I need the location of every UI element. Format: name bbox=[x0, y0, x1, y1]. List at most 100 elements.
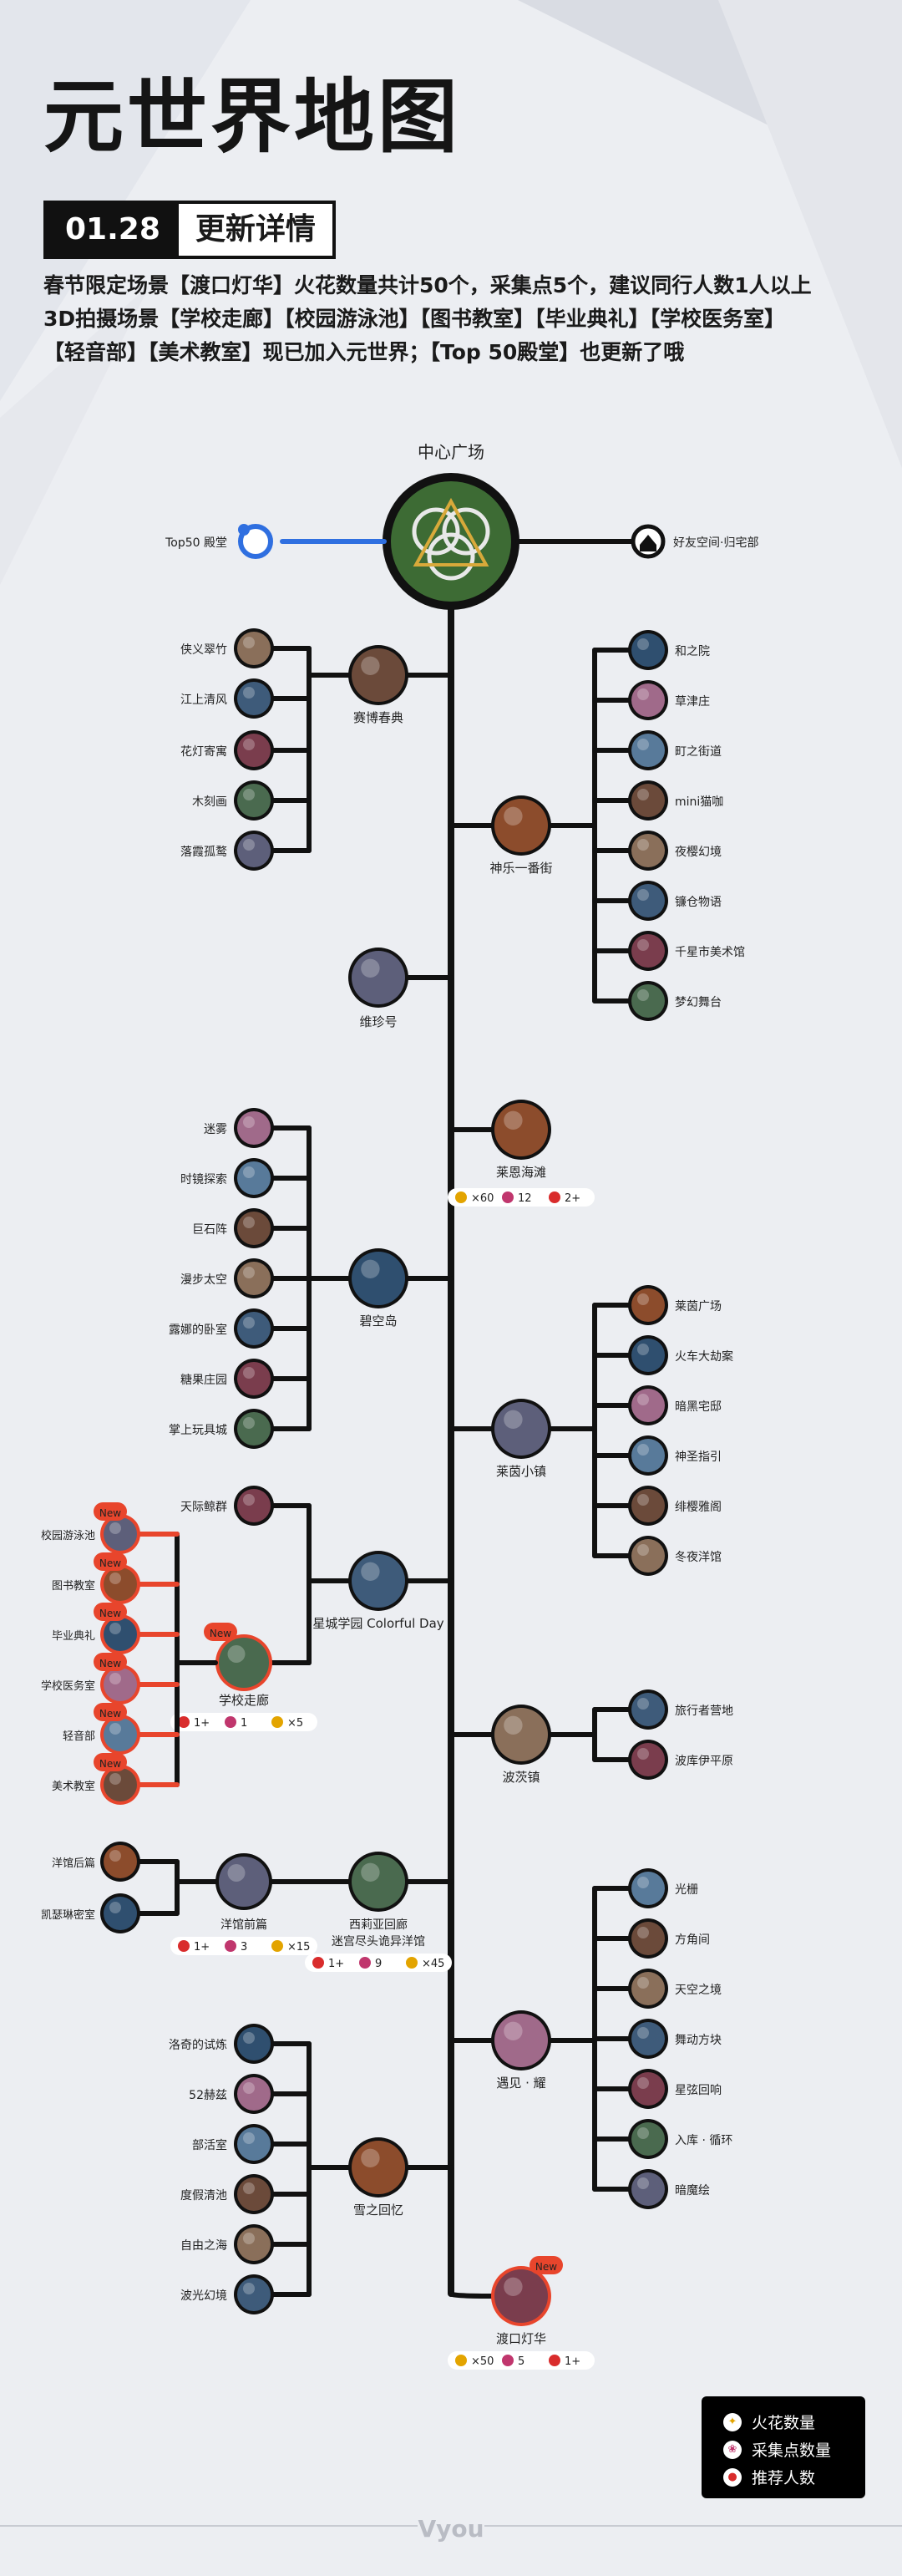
hub-xingcheng-thumbnail[interactable] bbox=[352, 1554, 405, 1608]
home-label: 好友空间·归宅部 bbox=[673, 536, 758, 550]
child-thumbnail[interactable] bbox=[631, 2172, 665, 2206]
hub-laien-thumbnail[interactable] bbox=[494, 1103, 548, 1156]
intro-line: 春节限定场景【渡口灯华】火花数量共计50个，采集点5个，建议同行人数1人以上 bbox=[43, 273, 812, 297]
child-thumbnail[interactable] bbox=[237, 784, 271, 817]
child-label: 莱茵广场 bbox=[675, 1300, 722, 1313]
new-badge bbox=[204, 1623, 237, 1641]
child-thumbnail[interactable] bbox=[631, 1339, 665, 1372]
child-label: 洛奇的试炼 bbox=[169, 2038, 227, 2052]
page-title: 元世界地图 bbox=[43, 70, 461, 164]
child-thumbnail[interactable] bbox=[237, 1161, 271, 1195]
hub-xili-thumbnail[interactable] bbox=[352, 1855, 405, 1908]
child-label: 和之院 bbox=[675, 645, 710, 658]
child-thumbnail[interactable] bbox=[237, 1111, 271, 1145]
people-icon bbox=[312, 1957, 324, 1969]
hub-weizhen-thumbnail[interactable] bbox=[352, 951, 405, 1004]
hub-xuexiao-thumbnail[interactable] bbox=[219, 1638, 269, 1688]
child-thumbnail[interactable] bbox=[631, 1489, 665, 1522]
child-thumbnail[interactable] bbox=[631, 2122, 665, 2156]
top50-icon[interactable] bbox=[238, 524, 273, 559]
child-thumbnail[interactable] bbox=[237, 834, 271, 867]
new-badge bbox=[94, 1753, 127, 1771]
hub-laiyin-thumbnail[interactable] bbox=[494, 1402, 548, 1456]
child-thumbnail[interactable] bbox=[104, 1668, 137, 1701]
child-thumbnail[interactable] bbox=[631, 2072, 665, 2106]
hub-bomao-thumbnail[interactable] bbox=[494, 1708, 548, 1761]
child-thumbnail[interactable] bbox=[631, 884, 665, 917]
child-thumbnail[interactable] bbox=[631, 633, 665, 667]
hub-shenle-thumbnail[interactable] bbox=[494, 799, 548, 852]
child-label: 天空之境 bbox=[675, 1984, 722, 1997]
child-thumbnail[interactable] bbox=[631, 984, 665, 1018]
brand-logo: Vyou bbox=[418, 2515, 484, 2543]
child-thumbnail[interactable] bbox=[104, 1567, 137, 1601]
child-thumbnail[interactable] bbox=[237, 734, 271, 767]
child-label: 凯瑟琳密室 bbox=[41, 1908, 95, 1922]
child-thumbnail[interactable] bbox=[631, 1972, 665, 2005]
child-thumbnail[interactable] bbox=[104, 1897, 137, 1930]
center-plaza-thumbnail[interactable] bbox=[391, 481, 511, 602]
child-thumbnail[interactable] bbox=[631, 1693, 665, 1726]
child-label: 露娜的卧室 bbox=[169, 1323, 227, 1337]
child-thumbnail[interactable] bbox=[631, 784, 665, 817]
hub-yangguan-thumbnail[interactable] bbox=[219, 1857, 269, 1907]
child-thumbnail[interactable] bbox=[631, 834, 665, 867]
child-thumbnail[interactable] bbox=[237, 1262, 271, 1295]
new-badge bbox=[530, 2256, 563, 2274]
hub-dukou-thumbnail[interactable] bbox=[494, 2269, 548, 2323]
spark-icon bbox=[271, 1716, 283, 1728]
child-thumbnail[interactable] bbox=[631, 1743, 665, 1776]
child-thumbnail[interactable] bbox=[631, 1288, 665, 1322]
child-thumbnail[interactable] bbox=[631, 1439, 665, 1472]
child-thumbnail[interactable] bbox=[237, 1212, 271, 1245]
child-thumbnail[interactable] bbox=[237, 2027, 271, 2060]
child-thumbnail[interactable] bbox=[631, 934, 665, 968]
child-thumbnail[interactable] bbox=[237, 1312, 271, 1345]
collect-icon bbox=[359, 1957, 371, 1969]
child-thumbnail[interactable] bbox=[631, 683, 665, 717]
child-thumbnail[interactable] bbox=[237, 1489, 271, 1522]
child-thumbnail[interactable] bbox=[104, 1618, 137, 1651]
intro-line: 3D拍摄场景【学校走廊】【校园游泳池】【图书教室】【毕业典礼】【学校医务室】 bbox=[43, 307, 786, 331]
hub-yujian-thumbnail[interactable] bbox=[494, 2014, 548, 2067]
child-thumbnail[interactable] bbox=[237, 682, 271, 715]
stat-value: 1 bbox=[241, 1717, 247, 1730]
stat-value: 3 bbox=[241, 1941, 247, 1954]
child-label: 巨石阵 bbox=[192, 1223, 227, 1237]
child-thumbnail[interactable] bbox=[104, 1768, 137, 1801]
child-label: 绯樱雅阁 bbox=[675, 1500, 722, 1514]
child-thumbnail[interactable] bbox=[631, 734, 665, 767]
child-thumbnail[interactable] bbox=[631, 1389, 665, 1422]
child-thumbnail[interactable] bbox=[631, 1539, 665, 1573]
child-thumbnail[interactable] bbox=[237, 2127, 271, 2161]
update-label: 更新详情 bbox=[195, 212, 316, 246]
child-thumbnail[interactable] bbox=[237, 2077, 271, 2111]
new-badge bbox=[94, 1653, 127, 1671]
spark-icon bbox=[406, 1957, 418, 1969]
stat-value: 2+ bbox=[565, 1192, 580, 1205]
hub-bikong-thumbnail[interactable] bbox=[352, 1252, 405, 1305]
svg-text:New: New bbox=[99, 1708, 121, 1720]
child-thumbnail[interactable] bbox=[631, 1922, 665, 1955]
child-thumbnail[interactable] bbox=[237, 2278, 271, 2311]
stat-value: ×60 bbox=[471, 1192, 494, 1205]
child-label: 草津庄 bbox=[675, 694, 710, 709]
people-icon bbox=[178, 1940, 190, 1952]
child-thumbnail[interactable] bbox=[237, 2177, 271, 2211]
child-thumbnail[interactable] bbox=[237, 1412, 271, 1446]
child-thumbnail[interactable] bbox=[237, 1362, 271, 1395]
child-label: 入库 · 循环 bbox=[675, 2134, 732, 2147]
child-thumbnail[interactable] bbox=[104, 1517, 137, 1551]
hub-xuezhi-thumbnail[interactable] bbox=[352, 2141, 405, 2194]
child-thumbnail[interactable] bbox=[237, 2228, 271, 2261]
child-thumbnail[interactable] bbox=[104, 1845, 137, 1878]
child-thumbnail[interactable] bbox=[104, 1718, 137, 1751]
child-thumbnail[interactable] bbox=[631, 1872, 665, 1905]
child-thumbnail[interactable] bbox=[237, 632, 271, 665]
child-label: 光栅 bbox=[675, 1883, 698, 1897]
child-thumbnail[interactable] bbox=[631, 2022, 665, 2055]
spark-icon bbox=[455, 1191, 467, 1203]
stat-value: ×45 bbox=[422, 1958, 444, 1970]
hub-saibo-thumbnail[interactable] bbox=[352, 648, 405, 702]
child-label: 美术教室 bbox=[52, 1780, 95, 1793]
